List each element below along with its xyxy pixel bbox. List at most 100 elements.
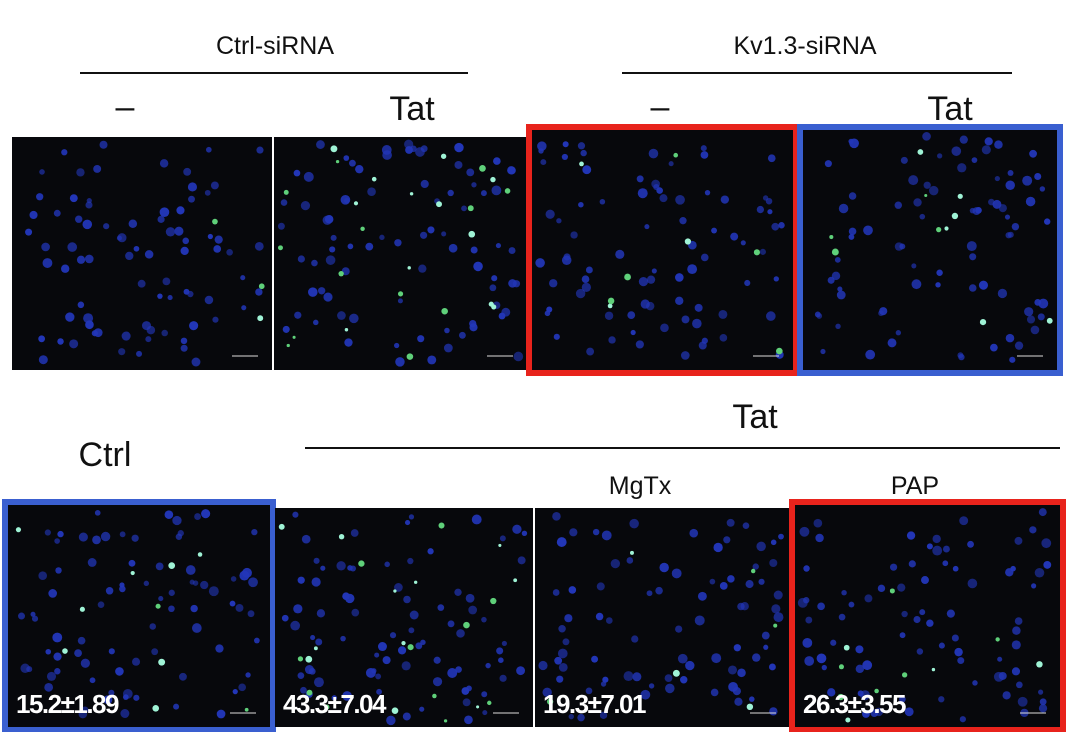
nucleus xyxy=(1041,538,1052,549)
nucleus xyxy=(967,540,974,548)
nucleus xyxy=(347,243,354,250)
positive-cell xyxy=(944,226,949,231)
nucleus xyxy=(820,348,826,355)
nucleus xyxy=(347,565,353,571)
nucleus xyxy=(501,307,511,317)
nucleus xyxy=(81,706,89,714)
nucleus xyxy=(48,589,58,598)
positive-cell xyxy=(443,719,448,723)
nucleus xyxy=(972,207,981,216)
nucleus xyxy=(116,235,122,241)
micrograph: 15.2±1.89 xyxy=(2,499,276,732)
nucleus xyxy=(407,557,414,565)
nucleus xyxy=(681,315,690,324)
micrograph-background xyxy=(535,508,790,727)
nucleus xyxy=(427,355,437,365)
nucleus xyxy=(767,154,776,163)
nucleus xyxy=(238,683,246,692)
nucleus xyxy=(1004,214,1011,220)
positive-cell xyxy=(837,693,844,701)
nucleus xyxy=(837,286,843,292)
nucleus xyxy=(297,672,305,679)
nucleus xyxy=(848,234,855,240)
nucleus xyxy=(752,563,759,570)
nucleus xyxy=(85,201,93,209)
positive-cell xyxy=(338,534,345,540)
nucleus xyxy=(804,656,815,666)
positive-cell xyxy=(286,343,290,348)
nucleus xyxy=(1022,175,1033,186)
nucleus xyxy=(131,534,139,542)
positive-cell xyxy=(490,597,497,605)
nucleus xyxy=(610,558,620,569)
nucleus xyxy=(245,672,251,678)
nucleus xyxy=(121,331,131,341)
positive-cell xyxy=(630,550,634,555)
positive-cell xyxy=(258,283,265,290)
positive-cell xyxy=(438,522,445,529)
nucleus xyxy=(78,532,88,542)
nucleus xyxy=(1011,222,1020,231)
nucleus xyxy=(535,258,545,268)
nucleus xyxy=(596,582,605,591)
nucleus xyxy=(447,620,455,628)
nucleus xyxy=(913,198,922,207)
nucleus xyxy=(38,335,46,343)
nucleus xyxy=(627,311,636,319)
nucleus xyxy=(889,563,898,571)
nucleus xyxy=(44,682,54,692)
nucleus xyxy=(437,604,445,611)
nucleus xyxy=(241,305,247,311)
nucleus xyxy=(67,242,78,252)
nucleus xyxy=(816,313,823,319)
nucleus xyxy=(292,511,299,518)
nucleus xyxy=(675,625,683,633)
nucleus xyxy=(213,245,222,253)
nucleus xyxy=(80,658,90,668)
nucleus xyxy=(990,343,998,352)
nucleus xyxy=(74,649,82,657)
nucleus xyxy=(29,210,38,220)
nucleus xyxy=(778,533,784,540)
nucleus xyxy=(75,215,83,223)
nucleus xyxy=(770,539,777,546)
positive-cell xyxy=(513,578,518,583)
nucleus xyxy=(926,619,934,627)
nucleus xyxy=(214,235,223,244)
nucleus xyxy=(552,512,561,521)
nucleus xyxy=(1029,149,1037,158)
nucleus xyxy=(212,316,219,323)
condition-label: – xyxy=(651,88,670,126)
positive-cell xyxy=(468,230,476,238)
nucleus xyxy=(185,565,196,575)
nucleus xyxy=(727,665,738,675)
nucleus xyxy=(384,561,390,568)
nucleus xyxy=(394,342,400,349)
nucleus xyxy=(894,242,904,251)
nucleus xyxy=(773,590,783,600)
nucleus xyxy=(1014,617,1023,625)
nucleus xyxy=(959,516,969,526)
nucleus xyxy=(179,672,187,681)
nucleus xyxy=(697,591,707,601)
positive-cell xyxy=(753,249,760,256)
positive-cell xyxy=(297,656,304,662)
nucleus xyxy=(659,194,668,203)
nucleus xyxy=(759,248,766,255)
nucleus xyxy=(97,601,105,608)
nucleus xyxy=(470,246,478,254)
nucleus xyxy=(689,528,699,538)
positive-cell xyxy=(488,301,494,307)
nucleus xyxy=(813,518,823,528)
positive-cell xyxy=(843,644,850,651)
nucleus xyxy=(878,310,884,317)
nucleus xyxy=(1029,526,1037,534)
positive-cell xyxy=(152,704,160,712)
nucleus xyxy=(773,612,784,623)
nucleus xyxy=(651,268,657,274)
nucleus xyxy=(31,615,39,622)
nucleus xyxy=(128,219,138,229)
nucleus xyxy=(395,357,405,367)
nucleus xyxy=(420,231,428,239)
nucleus xyxy=(297,255,305,263)
